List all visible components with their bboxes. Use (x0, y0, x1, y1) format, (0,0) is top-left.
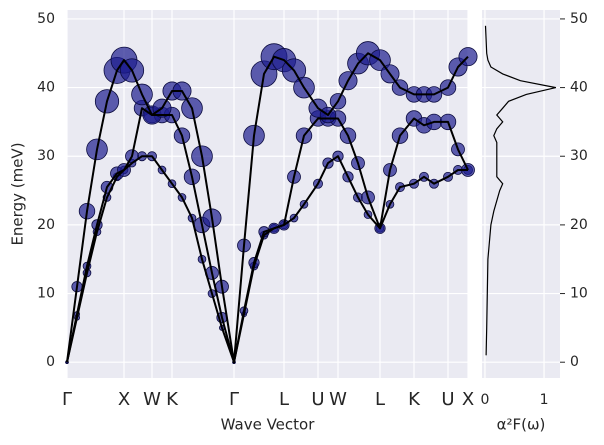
y-tick-label: 0 (570, 354, 579, 370)
x-tick-label: K (408, 389, 421, 410)
x-axis-label: α²F(ω) (497, 416, 546, 434)
x-tick-label: Γ (229, 389, 239, 410)
a2f-line (484, 25, 557, 356)
y-tick-label: 20 (37, 217, 55, 233)
x-tick-label: L (375, 389, 385, 410)
y-tick-label: 50 (570, 11, 588, 27)
y-tick-label: 30 (570, 148, 588, 164)
x-tick-label: 0 (480, 392, 489, 408)
x-tick-label: X (462, 389, 474, 410)
y-tick-label: 40 (37, 80, 55, 96)
x-tick-label: Γ (62, 389, 72, 410)
y-tick-label: 10 (37, 286, 55, 302)
x-tick-label: K (166, 389, 179, 410)
band-line (66, 52, 469, 364)
y-tick-label: 30 (37, 148, 55, 164)
x-tick-label: 1 (540, 392, 549, 408)
x-tick-label: X (118, 389, 130, 410)
y-tick-label: 40 (570, 80, 588, 96)
x-axis-label: Wave Vector (221, 416, 316, 434)
y-tick-label: 20 (570, 217, 588, 233)
band-line (66, 107, 469, 364)
x-tick-label: W (329, 389, 347, 410)
x-tick-label: U (441, 389, 454, 410)
y-axis-label: Energy (meV) (9, 142, 27, 245)
plot-background (482, 10, 560, 378)
band-line (66, 155, 468, 364)
x-tick-label: W (143, 389, 161, 410)
y-tick-label: 10 (570, 286, 588, 302)
y-tick-label: 50 (37, 11, 55, 27)
x-tick-label: L (279, 389, 289, 410)
y-tick-label: 0 (46, 354, 55, 370)
x-tick-label: U (311, 389, 324, 410)
